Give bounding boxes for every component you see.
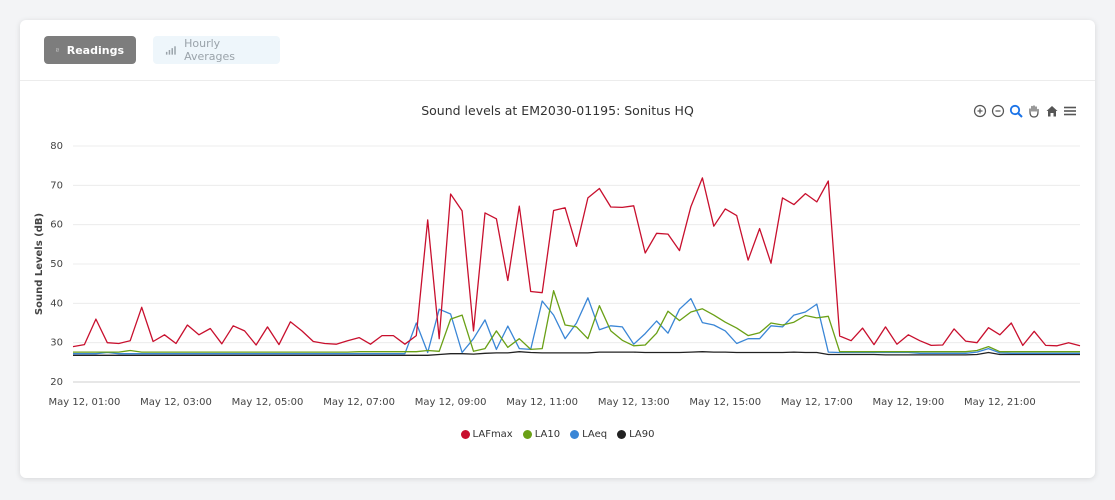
line-chart-icon bbox=[56, 48, 59, 52]
y-tick-label: 70 bbox=[50, 180, 63, 191]
legend-label: LAeq bbox=[582, 429, 608, 440]
x-tick-label: May 12, 15:00 bbox=[689, 397, 761, 408]
zoom-out-icon[interactable] bbox=[991, 104, 1005, 118]
x-tick-label: May 12, 21:00 bbox=[964, 397, 1036, 408]
y-tick-label: 60 bbox=[50, 220, 63, 231]
chart-legend: LAFmax LA10 LAeq LA90 bbox=[20, 429, 1095, 440]
x-tick-label: May 12, 07:00 bbox=[323, 397, 395, 408]
legend-marker bbox=[617, 430, 627, 439]
y-tick-label: 50 bbox=[50, 259, 63, 270]
x-tick-label: May 12, 17:00 bbox=[781, 397, 853, 408]
y-tick-label: 20 bbox=[50, 377, 63, 388]
legend-marker bbox=[570, 430, 580, 439]
series-line-la10[interactable] bbox=[73, 290, 1080, 353]
legend-label: LAFmax bbox=[472, 429, 513, 440]
tab-hourly-label: Hourly Averages bbox=[184, 37, 236, 63]
y-axis-ticks: 20 30 40 50 60 70 80 bbox=[50, 141, 63, 388]
x-tick-label: May 12, 13:00 bbox=[598, 397, 670, 408]
x-tick-label: May 12, 05:00 bbox=[232, 397, 304, 408]
chart-toolbar bbox=[973, 104, 1077, 118]
tab-readings[interactable]: Readings bbox=[44, 36, 136, 64]
tab-hourly-averages[interactable]: Hourly Averages bbox=[153, 36, 280, 64]
pan-icon[interactable] bbox=[1027, 104, 1041, 118]
y-tick-label: 30 bbox=[50, 338, 63, 349]
x-tick-label: May 12, 11:00 bbox=[506, 397, 578, 408]
series-line-laeq[interactable] bbox=[73, 297, 1080, 355]
legend-marker bbox=[522, 430, 532, 439]
legend-label: LA10 bbox=[534, 429, 561, 440]
x-tick-label: May 12, 19:00 bbox=[872, 397, 944, 408]
series-line-lafmax[interactable] bbox=[72, 177, 1081, 348]
series-line-la90[interactable] bbox=[73, 351, 1080, 356]
x-tick-label: May 12, 03:00 bbox=[140, 397, 212, 408]
home-icon[interactable] bbox=[1045, 104, 1059, 118]
legend-item-lafmax[interactable]: LAFmax bbox=[460, 429, 513, 440]
chart-title: Sound levels at EM2030-01195: Sonitus HQ bbox=[421, 103, 694, 118]
zoom-in-icon[interactable] bbox=[973, 104, 987, 118]
tab-bar: Readings Hourly Averages bbox=[20, 20, 1095, 81]
legend-item-la90[interactable]: LA90 bbox=[617, 429, 654, 440]
gridlines bbox=[73, 145, 1080, 383]
legend-item-la10[interactable]: LA10 bbox=[522, 429, 561, 440]
selection-zoom-icon[interactable] bbox=[1009, 104, 1023, 118]
bar-chart-icon bbox=[165, 46, 176, 55]
tab-readings-label: Readings bbox=[66, 43, 124, 57]
legend-item-laeq[interactable]: LAeq bbox=[570, 429, 607, 440]
legend-marker bbox=[460, 430, 470, 439]
series-lines bbox=[72, 177, 1081, 356]
x-tick-label: May 12, 09:00 bbox=[415, 397, 487, 408]
y-axis-label: Sound Levels (dB) bbox=[34, 213, 45, 315]
menu-icon[interactable] bbox=[1063, 104, 1077, 118]
x-tick-label: May 12, 01:00 bbox=[49, 397, 121, 408]
legend-label: LA90 bbox=[629, 429, 655, 440]
x-axis-ticks: May 12, 01:00 May 12, 03:00 May 12, 05:00 M… bbox=[49, 397, 1036, 408]
chart-card: Readings Hourly Averages Sound levels at… bbox=[20, 20, 1095, 478]
line-chart: 20 30 40 50 60 70 80 May 12, 01:00 May 12, 03:0… bbox=[34, 141, 1081, 408]
y-tick-label: 80 bbox=[50, 141, 63, 152]
y-tick-label: 40 bbox=[50, 298, 63, 309]
